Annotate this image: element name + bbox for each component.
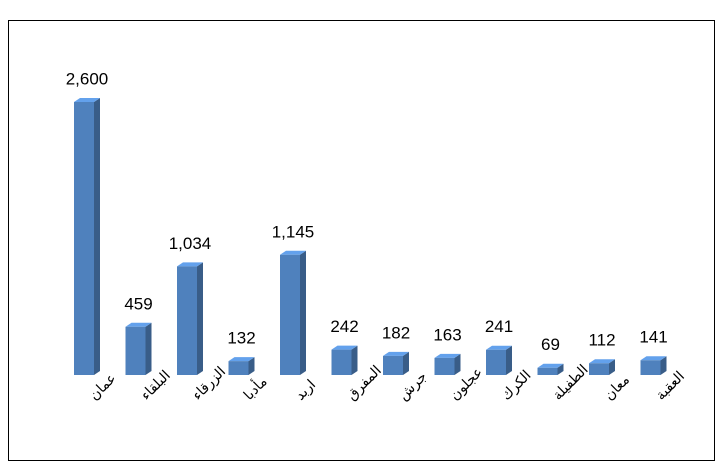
data-label: 241 <box>485 317 513 336</box>
data-label: 141 <box>639 328 667 347</box>
bar <box>434 353 461 375</box>
bar-top <box>280 250 306 255</box>
bar <box>74 98 100 375</box>
bar <box>537 363 564 375</box>
bar-side <box>145 322 152 375</box>
bar-side <box>403 351 409 375</box>
bar-side <box>94 98 100 375</box>
bar-top <box>537 363 564 368</box>
data-label: 459 <box>124 294 152 313</box>
bar <box>280 250 306 375</box>
bar-front <box>640 360 661 375</box>
data-label: 112 <box>588 331 615 350</box>
data-label: 163 <box>433 325 461 344</box>
bar-top <box>125 322 152 327</box>
bar-side <box>609 359 615 375</box>
data-label: 1,145 <box>272 222 315 241</box>
bar-top <box>640 356 667 361</box>
bar <box>331 345 358 375</box>
bar-top <box>74 98 100 102</box>
bar-front <box>434 357 455 375</box>
bar <box>589 359 615 375</box>
bar-front <box>589 363 609 375</box>
bar <box>125 322 152 375</box>
bar-front <box>331 349 352 375</box>
bar-front <box>125 326 146 375</box>
bar-top <box>486 345 512 350</box>
bar-side <box>454 353 461 375</box>
bar <box>640 356 667 375</box>
bar-front <box>537 367 558 375</box>
data-label: 242 <box>330 317 358 336</box>
bar-top <box>383 351 409 356</box>
bar <box>177 262 203 375</box>
bar-side <box>660 356 667 375</box>
bar-side <box>300 250 306 375</box>
bar-side <box>506 345 512 375</box>
bar <box>383 351 409 375</box>
data-label: 1,034 <box>169 234 212 253</box>
bar-top <box>228 357 255 362</box>
bar-side <box>351 345 358 375</box>
data-label: 69 <box>541 335 560 354</box>
bar-top <box>434 353 461 358</box>
bar-top <box>589 359 615 364</box>
data-label: 132 <box>227 329 255 348</box>
bar-front <box>486 349 506 375</box>
bar-front <box>74 102 94 375</box>
bar-front <box>383 355 403 375</box>
bar-front <box>280 254 300 375</box>
bar-front <box>228 361 249 375</box>
chart-border <box>8 20 715 461</box>
bar-side <box>248 357 255 375</box>
bar <box>486 345 512 375</box>
bar-front <box>177 266 197 375</box>
bar <box>228 357 255 375</box>
bar-side <box>197 262 203 375</box>
bar-side <box>557 363 564 375</box>
bar-top <box>177 262 203 267</box>
data-label: 182 <box>382 323 410 342</box>
bar-top <box>331 345 358 350</box>
data-label: 2,600 <box>66 69 109 88</box>
